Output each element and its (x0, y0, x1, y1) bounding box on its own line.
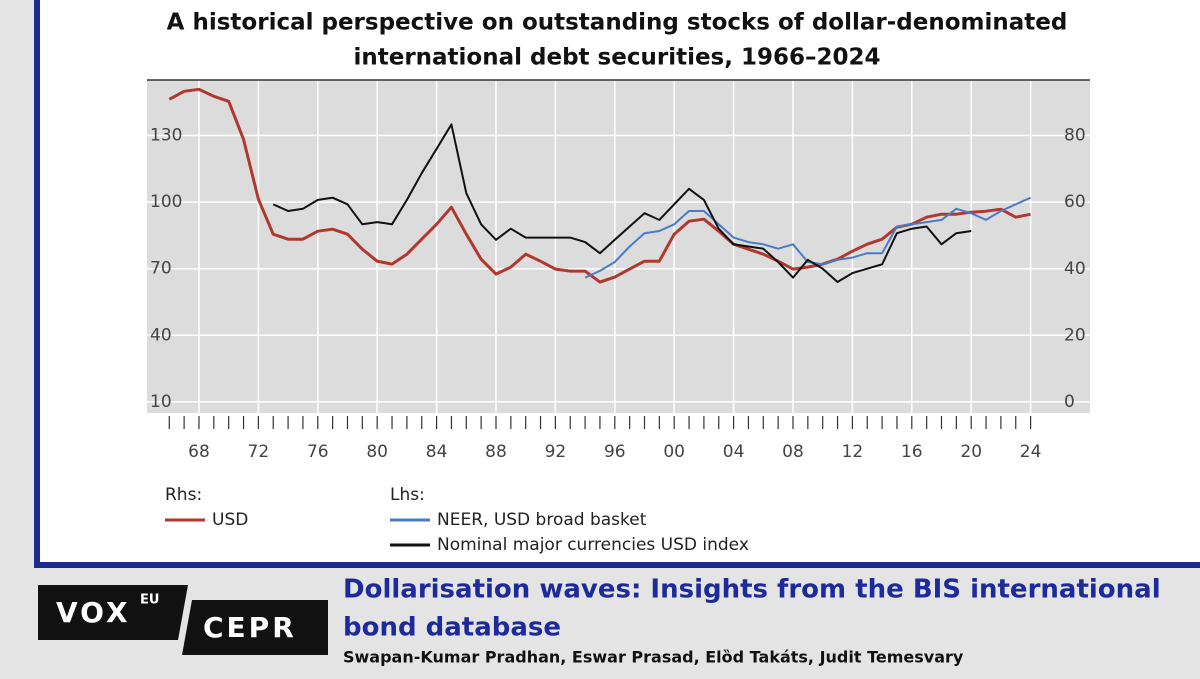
x-tick-label: 88 (485, 442, 507, 462)
headline: bond database (343, 613, 561, 643)
card-border-left (34, 0, 40, 568)
logo-text: CEPR (203, 611, 297, 644)
logo-block (182, 600, 328, 655)
legend-group-label: Lhs: (390, 485, 425, 505)
y2-tick-label: 20 (1064, 325, 1086, 345)
x-tick-label: 00 (663, 442, 685, 462)
card-border-bottom (34, 562, 1200, 568)
y2-tick-label: 40 (1064, 259, 1086, 279)
y-tick-label: 10 (150, 392, 172, 412)
y2-tick-label: 0 (1064, 392, 1075, 412)
logo-text: EU (140, 593, 159, 608)
logo-text: VOX (56, 596, 131, 629)
x-tick-label: 08 (782, 442, 804, 462)
x-tick-label: 04 (723, 442, 745, 462)
x-tick-label: 76 (307, 442, 329, 462)
chart-title: A historical perspective on outstanding … (167, 10, 1068, 36)
legend-label: NEER, USD broad basket (437, 510, 647, 530)
plot: 10 40 70 100 130 0 20 40 60 80 68 72 76 80 84 88 92 96 00 0… (147, 80, 1090, 462)
headline: Dollarisation waves: Insights from the B… (343, 575, 1161, 605)
x-tick-label: 24 (1020, 442, 1042, 462)
plot-area (147, 80, 1090, 413)
y2-tick-label: 60 (1064, 192, 1086, 212)
series-line (584, 196, 1032, 279)
logo-block (38, 585, 188, 640)
x-tick-label: 12 (842, 442, 864, 462)
x-tick-label: 80 (366, 442, 388, 462)
x-tick-label: 92 (545, 442, 567, 462)
legend-label: Nominal major currencies USD index (437, 535, 749, 555)
legend-label: USD (212, 510, 248, 530)
legend-group-label: Rhs: (165, 485, 202, 505)
y-tick-label: 70 (150, 259, 172, 279)
authors: Swapan-Kumar Pradhan, Eswar Prasad, Elȍd… (343, 648, 964, 667)
y2-tick-label: 80 (1064, 126, 1086, 146)
x-tick-label: 16 (901, 442, 923, 462)
y-tick-label: 100 (150, 192, 182, 212)
y-tick-label: 40 (150, 325, 172, 345)
x-tick-label: 84 (426, 442, 448, 462)
x-tick-label: 96 (604, 442, 626, 462)
legend: Rhs: Lhs: USD NEER, USD broad basket Nominal… (165, 485, 749, 555)
x-tick-label: 72 (248, 442, 270, 462)
y-tick-label: 130 (150, 126, 182, 146)
chart-title: international debt securities, 1966–2024 (353, 45, 880, 71)
series-line (272, 123, 972, 283)
series-line (168, 87, 1031, 284)
x-tick-label: 68 (188, 442, 210, 462)
x-tick-label: 20 (960, 442, 982, 462)
